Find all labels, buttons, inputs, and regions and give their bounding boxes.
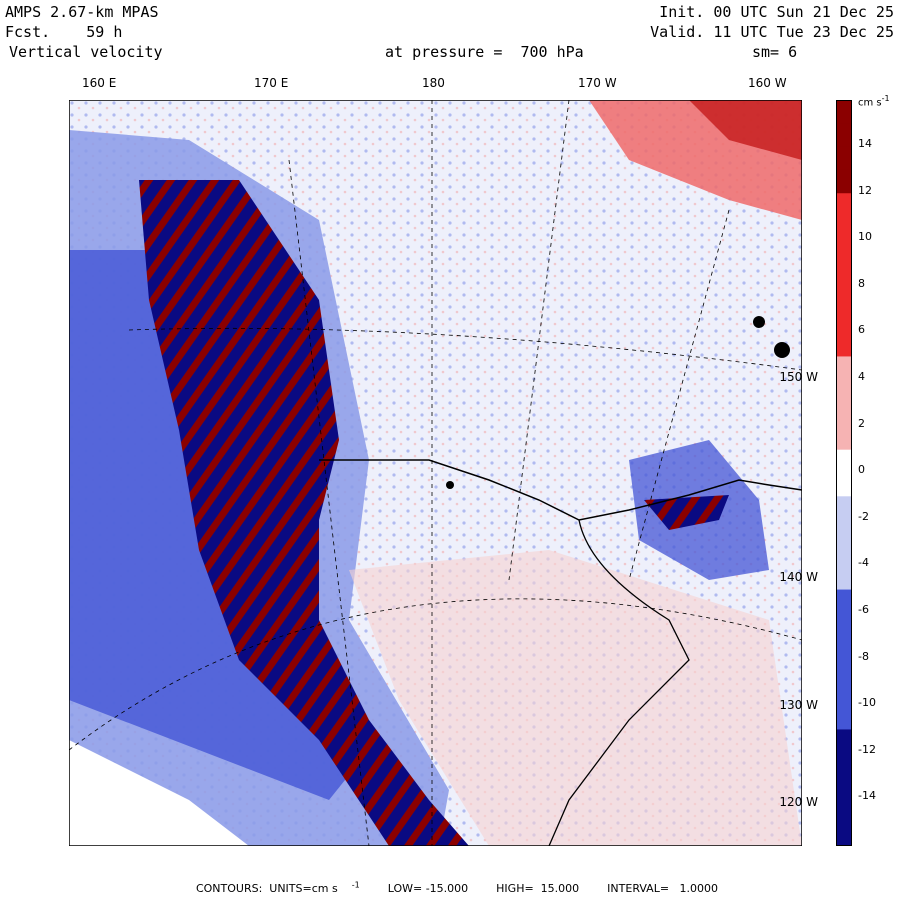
colorbar-cell xyxy=(836,100,852,124)
colorbar-cells xyxy=(836,100,852,846)
lon-label: 160 E xyxy=(82,76,117,90)
colorbar xyxy=(836,100,852,846)
colorbar-cell xyxy=(836,379,852,404)
island-marker xyxy=(774,342,790,358)
colorbar-tick-label: -6 xyxy=(858,603,869,616)
colorbar-cell xyxy=(836,799,852,824)
colorbar-cell xyxy=(836,473,852,497)
colorbar-tick-label: -14 xyxy=(858,789,876,803)
init-time: Init. 00 UTC Sun 21 Dec 25 xyxy=(659,3,894,21)
smoothing: sm= 6 xyxy=(752,43,798,61)
lon-label: 180 xyxy=(422,76,445,90)
colorbar-cell xyxy=(836,426,852,451)
colorbar-cell xyxy=(836,612,852,637)
colorbar-cell xyxy=(836,566,852,591)
colorbar-frame xyxy=(836,100,852,846)
colorbar-cell xyxy=(836,496,852,521)
colorbar-cell xyxy=(836,333,852,357)
colorbar-tick-label: 8 xyxy=(858,276,865,290)
lat-label: 130 W xyxy=(779,698,818,712)
contour-interval: INTERVAL= 1.0000 xyxy=(607,881,719,895)
coastline-interior xyxy=(548,519,690,846)
fcst-value: 59 h xyxy=(86,23,123,41)
colorbar-cell xyxy=(836,356,852,381)
graticule xyxy=(69,100,802,846)
lon-label: 160 W xyxy=(748,76,787,90)
weak-updraft-plateau xyxy=(349,550,802,846)
colorbar-tick-label: -8 xyxy=(858,649,869,663)
contour-info: CONTOURS: UNITS=cm s -1 LOW= -15.000 HIGH= … xyxy=(0,880,900,895)
colorbar-cell xyxy=(836,146,852,171)
colorbar-tick-label: 0 xyxy=(858,463,865,477)
field-name: Vertical velocity xyxy=(9,43,163,61)
fcst-label: Fcst. xyxy=(5,23,51,41)
colorbar-cell xyxy=(836,589,852,614)
lat-label: 140 W xyxy=(779,570,818,584)
colorbar-tick-label: 14 xyxy=(858,137,872,150)
colorbar-cell xyxy=(836,309,852,334)
colorbar-cell xyxy=(836,216,852,241)
model-title: AMPS 2.67-km MPAS xyxy=(5,3,159,21)
colorbar-cell xyxy=(836,286,852,311)
colorbar-cell xyxy=(836,822,852,846)
colorbar-tick-label: 2 xyxy=(858,416,865,430)
colorbar-units: cm s-1 xyxy=(858,94,890,109)
wave-cluster-east xyxy=(644,495,729,530)
contour-low: LOW= -15.000 xyxy=(387,881,469,895)
forecast-hour: Fcst. 59 h xyxy=(5,24,122,41)
colorbar-tick-label: 12 xyxy=(858,183,872,197)
lon-label: 170 E xyxy=(254,76,289,90)
colorbar-cell xyxy=(836,193,852,218)
coastline xyxy=(319,459,802,521)
lat-label: 150 W xyxy=(779,370,818,384)
colorbar-cell xyxy=(836,123,852,148)
colorbar-cell xyxy=(836,659,852,684)
colorbar-tick-label: 10 xyxy=(858,230,872,244)
ice-shelf-edge xyxy=(69,740,249,846)
colorbar-tick-label: -4 xyxy=(858,556,869,570)
colorbar-tick-label: 4 xyxy=(858,370,865,383)
colorbar-tick-label: -12 xyxy=(858,742,876,756)
velocity-map xyxy=(69,100,802,846)
colorbar-cell xyxy=(836,519,852,544)
lon-label: 170 W xyxy=(578,76,617,90)
island-marker xyxy=(753,316,765,328)
colorbar-tick-label: -2 xyxy=(858,509,869,523)
colorbar-cell xyxy=(836,449,852,474)
colorbar-cell xyxy=(836,682,852,707)
colorbar-tick-label: -10 xyxy=(858,696,876,710)
colorbar-cell xyxy=(836,263,852,287)
station-marker xyxy=(446,481,454,489)
colorbar-cell xyxy=(836,239,852,264)
colorbar-tick-label: 6 xyxy=(858,323,865,337)
colorbar-cell xyxy=(836,542,852,567)
updraft-core-northeast xyxy=(689,100,802,160)
colorbar-cell xyxy=(836,706,852,730)
valid-time: Valid. 11 UTC Tue 23 Dec 25 xyxy=(650,23,894,41)
colorbar-cell xyxy=(836,636,852,660)
colorbar-cell xyxy=(836,169,852,194)
pressure-level: at pressure = 700 hPa xyxy=(385,43,584,61)
mountain-wave-band xyxy=(139,180,469,846)
contours-units: CONTOURS: UNITS=cm s -1 xyxy=(195,880,360,895)
contour-high: HIGH= 15.000 xyxy=(496,881,580,895)
colorbar-cell xyxy=(836,729,852,754)
lat-label: 120 W xyxy=(779,795,818,809)
colorbar-cell xyxy=(836,776,852,800)
colorbar-cell xyxy=(836,403,852,427)
colorbar-cell xyxy=(836,752,852,777)
